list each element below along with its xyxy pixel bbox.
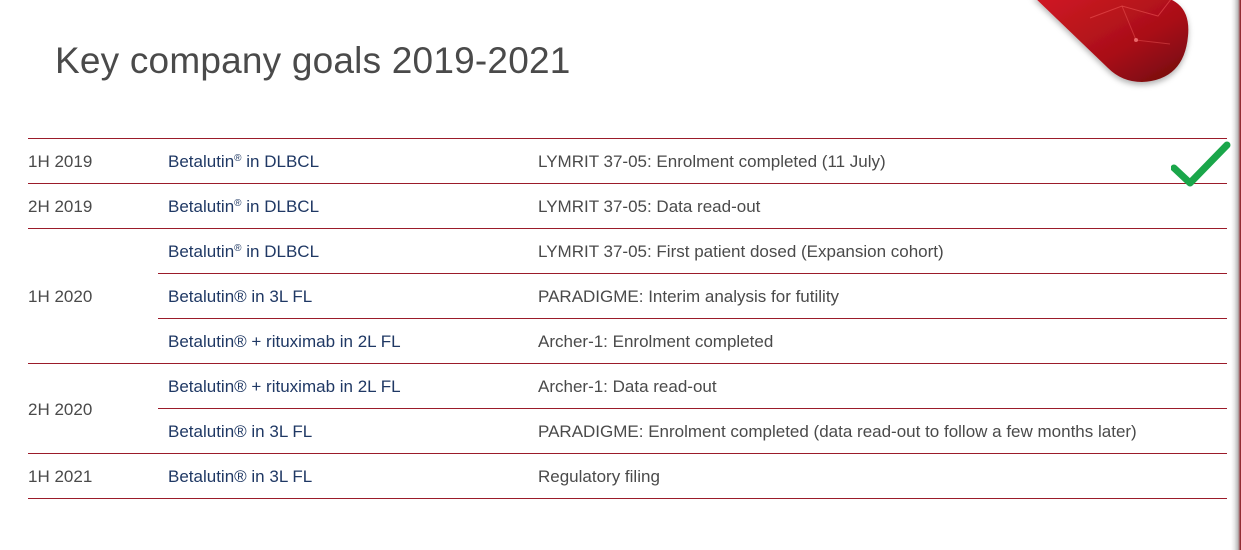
program-cell: Betalutin® in DLBCL bbox=[168, 152, 320, 171]
program-cell: Betalutin® in 3L FL bbox=[168, 422, 313, 441]
period-cell: 1H 2020 bbox=[28, 287, 93, 306]
program-cell: Betalutin® + rituximab in 2L FL bbox=[168, 332, 401, 351]
row-divider bbox=[158, 408, 1227, 409]
program-cell: Betalutin® in DLBCL bbox=[168, 197, 320, 216]
row-divider bbox=[28, 453, 1227, 454]
program-cell: Betalutin® + rituximab in 2L FL bbox=[168, 377, 401, 396]
milestone-cell: LYMRIT 37-05: First patient dosed (Expan… bbox=[538, 242, 944, 261]
row-divider bbox=[28, 228, 1227, 229]
program-cell: Betalutin® in DLBCL bbox=[168, 242, 320, 261]
row-divider bbox=[28, 183, 1227, 184]
page-title: Key company goals 2019-2021 bbox=[55, 40, 571, 81]
brand-logo-icon bbox=[1037, 0, 1189, 82]
row-divider bbox=[158, 273, 1227, 274]
milestone-cell: Regulatory filing bbox=[538, 467, 660, 486]
milestone-cell: Archer-1: Enrolment completed bbox=[538, 332, 774, 351]
period-cell: 2H 2020 bbox=[28, 400, 93, 419]
row-divider bbox=[28, 498, 1227, 499]
milestone-cell: LYMRIT 37-05: Enrolment completed (11 Ju… bbox=[538, 152, 886, 171]
checkmark-icon bbox=[1171, 141, 1231, 187]
slide-edge bbox=[1231, 0, 1241, 550]
row-divider bbox=[28, 363, 1227, 364]
period-cell: 1H 2021 bbox=[28, 467, 93, 486]
period-cell: 2H 2019 bbox=[28, 197, 93, 216]
milestone-cell: LYMRIT 37-05: Data read-out bbox=[538, 197, 761, 216]
milestone-cell: PARADIGME: Interim analysis for futility bbox=[538, 287, 840, 306]
milestone-cell: Archer-1: Data read-out bbox=[538, 377, 717, 396]
program-cell: Betalutin® in 3L FL bbox=[168, 467, 313, 486]
period-cell: 1H 2019 bbox=[28, 152, 93, 171]
row-divider bbox=[28, 138, 1227, 139]
milestone-cell: PARADIGME: Enrolment completed (data rea… bbox=[538, 422, 1137, 441]
row-divider bbox=[158, 318, 1227, 319]
program-cell: Betalutin® in 3L FL bbox=[168, 287, 313, 306]
